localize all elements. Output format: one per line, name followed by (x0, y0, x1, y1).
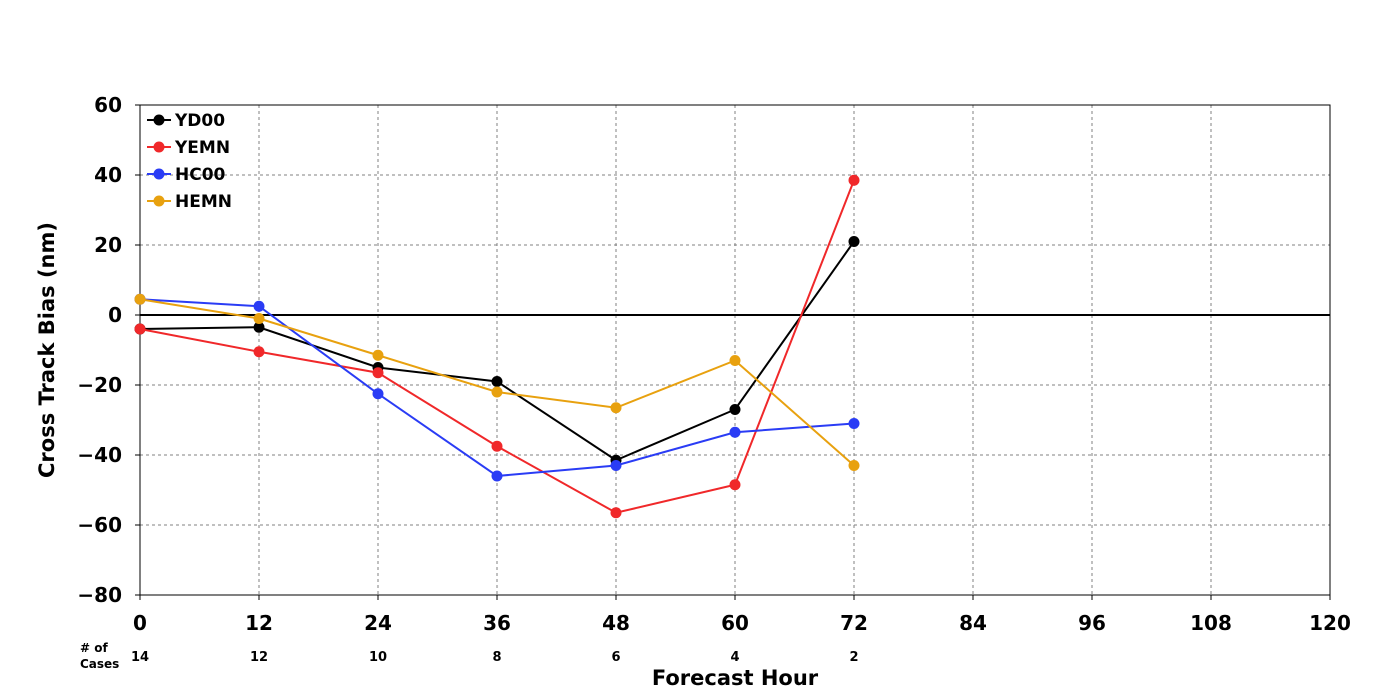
x-tick-label: 0 (133, 611, 147, 635)
legend-label: YEMN (174, 138, 230, 158)
legend-label: HEMN (175, 192, 232, 212)
data-point-yd00 (491, 376, 503, 387)
data-point-hc00 (253, 300, 265, 312)
legend-item-hemn: HEMN (147, 192, 232, 212)
legend-item-yemn: YEMN (147, 138, 230, 158)
data-point-hemn (491, 386, 503, 398)
data-point-hemn (372, 349, 384, 361)
y-tick-label: 60 (94, 93, 122, 117)
x-tick-label: 48 (602, 611, 630, 635)
x-tick-label: 108 (1190, 611, 1232, 635)
data-point-hc00 (491, 470, 503, 482)
legend-label: HC00 (175, 165, 226, 185)
data-point-hemn (610, 402, 622, 414)
cases-count: 8 (492, 650, 501, 665)
cases-count: 10 (369, 650, 387, 665)
legend-marker (153, 168, 165, 180)
legend-item-yd00: YD00 (147, 111, 225, 131)
x-tick-label: 120 (1309, 611, 1351, 635)
data-point-yemn (848, 174, 860, 186)
cases-title-line1: # of (80, 641, 108, 655)
cases-count: 12 (250, 650, 268, 665)
series-hemn (134, 293, 860, 471)
cases-count: 14 (131, 650, 149, 665)
cases-count: 2 (849, 650, 858, 665)
x-tick-label: 84 (959, 611, 987, 635)
y-tick-label: 0 (108, 303, 122, 327)
legend-marker (153, 141, 165, 153)
series-yemn (134, 174, 860, 519)
y-tick-label: −80 (77, 583, 122, 607)
x-tick-label: 60 (721, 611, 749, 635)
y-tick-label: 40 (94, 163, 122, 187)
data-point-hc00 (372, 388, 384, 400)
legend-marker (153, 195, 165, 207)
legend-label: YD00 (174, 111, 225, 131)
x-tick-label: 96 (1078, 611, 1106, 635)
x-tick-label: 72 (840, 611, 868, 635)
x-tick-label: 36 (483, 611, 511, 635)
cases-title-line2: Cases (80, 657, 119, 671)
x-tick-label: 12 (245, 611, 273, 635)
data-point-hemn (253, 313, 265, 324)
legend-item-hc00: HC00 (147, 165, 226, 185)
cases-row: # of Cases 14 12 10 8 6 4 2 (80, 641, 859, 671)
x-axis-ticks: 0 12 24 36 48 60 72 84 96 108 120 (133, 595, 1351, 635)
data-point-hemn (848, 460, 860, 471)
data-point-hc00 (610, 460, 622, 471)
data-point-hemn (134, 293, 146, 305)
y-tick-label: −60 (77, 513, 122, 537)
data-point-hc00 (729, 426, 741, 438)
x-axis-title: Forecast Hour (652, 666, 819, 690)
data-point-yemn (134, 323, 146, 335)
cases-count: 6 (611, 650, 620, 665)
series-lines (134, 174, 860, 519)
data-point-yemn (610, 507, 622, 519)
y-axis-title: Cross Track Bias (nm) (35, 222, 59, 478)
legend: YD00 YEMN HC00 HEMN (147, 111, 232, 212)
cases-count: 4 (730, 650, 739, 665)
data-point-yemn (253, 346, 265, 358)
data-point-yemn (372, 367, 384, 379)
y-tick-label: −20 (77, 373, 122, 397)
data-point-yd00 (848, 236, 860, 247)
data-point-hemn (729, 355, 741, 366)
data-point-yemn (729, 479, 741, 491)
x-tick-label: 24 (364, 611, 392, 635)
data-point-hc00 (848, 418, 860, 429)
y-axis-ticks: −80 −60 −40 −20 0 20 40 60 (77, 93, 140, 607)
y-tick-label: −40 (77, 443, 122, 467)
data-point-yd00 (729, 404, 741, 415)
y-tick-label: 20 (94, 233, 122, 257)
legend-marker (153, 114, 165, 126)
data-point-yemn (491, 440, 503, 452)
data-point-yd00 (253, 321, 265, 333)
